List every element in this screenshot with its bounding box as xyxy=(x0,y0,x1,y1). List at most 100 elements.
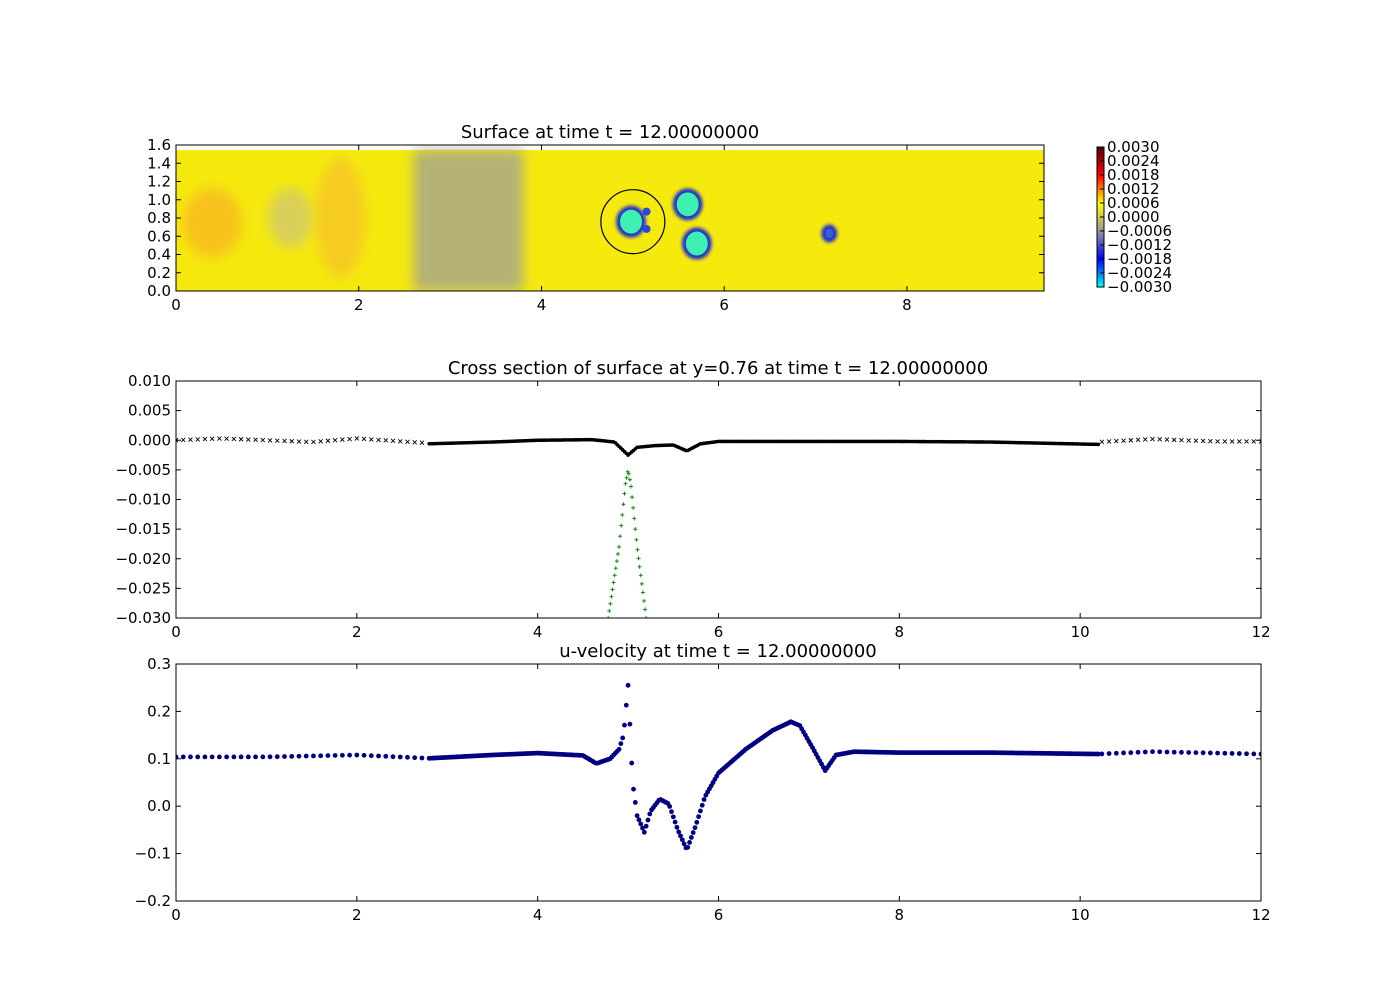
series-0-point xyxy=(636,817,642,823)
colorbar-tick-label: 0.0030 xyxy=(1107,138,1160,156)
x-tick-label: 10 xyxy=(1071,623,1090,641)
surface-feature-orange-band xyxy=(315,158,366,278)
surface-field xyxy=(176,145,1044,291)
series-0-point xyxy=(1200,438,1206,444)
series-2-point xyxy=(635,547,640,552)
series-0-point xyxy=(260,437,266,443)
series-0-point xyxy=(347,436,352,442)
y-tick-label: 1.2 xyxy=(147,173,171,191)
u-velocity-panel: 0 2 4 6 8 10 12 0.3 0.2 0.1 0.0 −0.1 −0.2 u-velocit… xyxy=(135,641,1271,924)
series-0-point xyxy=(412,755,418,761)
y-tick-label: −0.1 xyxy=(135,845,171,863)
series-0-point xyxy=(368,437,374,442)
series-0-point xyxy=(698,808,703,814)
colorbar: 0.00300.00240.00180.00120.00060.0000−0.0… xyxy=(1096,138,1172,296)
series-0-point xyxy=(1128,750,1134,756)
series-2-point xyxy=(611,580,616,585)
colorbar-tick-label: −0.0012 xyxy=(1107,236,1172,254)
y-tick-label: −0.020 xyxy=(115,550,171,568)
series-2-point xyxy=(612,573,617,578)
series-0-point xyxy=(209,436,215,442)
series-0-point xyxy=(274,438,280,443)
series-0-point xyxy=(667,804,673,809)
series-2-point xyxy=(615,552,620,557)
series-0-point xyxy=(1171,749,1177,755)
series-0-point xyxy=(620,735,626,741)
series-0-point xyxy=(180,754,186,760)
series-0-point xyxy=(678,833,683,839)
series-0-point xyxy=(1208,438,1213,444)
series-0-point xyxy=(632,800,638,805)
series-0-point xyxy=(176,437,179,443)
series-0-point xyxy=(267,438,273,443)
colorbar-tick-label: 0.0000 xyxy=(1107,208,1160,226)
series-0-point xyxy=(1222,750,1228,756)
series-0-point xyxy=(224,754,230,760)
series-0-point xyxy=(224,436,229,442)
series-0-point xyxy=(618,741,624,747)
series-0-point xyxy=(217,754,222,760)
series-0-point xyxy=(1179,437,1184,443)
x-tick-label: 6 xyxy=(714,906,724,924)
series-0-point xyxy=(383,753,389,759)
series-0-point xyxy=(1179,749,1184,755)
series-0-point xyxy=(1229,751,1235,756)
x-tick-label: 12 xyxy=(1251,623,1270,641)
series-2-point xyxy=(608,601,613,606)
series-0-point xyxy=(685,844,691,850)
series-0-point xyxy=(638,821,644,827)
y-tick-label: 0.005 xyxy=(128,402,171,420)
series-2-point xyxy=(618,534,623,539)
series-0-point xyxy=(1244,751,1249,757)
y-tick-label: 0.0 xyxy=(147,797,171,815)
series-0-point xyxy=(1095,751,1101,757)
series-0-point xyxy=(180,437,186,443)
series-0-point xyxy=(1128,437,1134,443)
surface-x-ticks: 0 2 4 6 8 xyxy=(171,145,912,314)
series-0-point xyxy=(641,829,647,835)
series-0-point xyxy=(267,754,273,760)
series-0-point xyxy=(354,436,360,441)
y-tick-label: 0.010 xyxy=(128,372,171,390)
series-0-point xyxy=(699,802,705,808)
y-tick-label: 1.4 xyxy=(147,154,171,172)
colorbar-tick-label: 0.0024 xyxy=(1107,152,1160,170)
series-2-point xyxy=(609,594,614,599)
y-tick-label: 0.3 xyxy=(147,655,171,673)
series-2-point xyxy=(621,502,626,507)
surface-heatmap-panel: 0 2 4 6 8 0.00.20.40.60.81.01.21.41.6 Surfac… xyxy=(147,122,1045,314)
series-0-point xyxy=(1106,751,1112,756)
series-0-point xyxy=(339,752,345,758)
series-0-point xyxy=(412,439,418,445)
series-2-point xyxy=(644,616,649,618)
series-0-point xyxy=(687,840,692,845)
series-0-point xyxy=(289,753,295,759)
series-2-point xyxy=(607,608,612,613)
series-0-point xyxy=(195,754,201,760)
series-0-point xyxy=(1193,750,1199,756)
series-2-point xyxy=(626,471,631,476)
series-0-point xyxy=(1215,750,1220,756)
cross-section-x-ticks: 0 2 4 6 8 10 12 xyxy=(171,381,1271,641)
series-0-point xyxy=(679,837,685,843)
series-0-point xyxy=(1099,751,1105,757)
y-tick-label: 0.000 xyxy=(128,431,171,449)
colorbar-tick-label: 0.0006 xyxy=(1107,194,1160,212)
x-tick-label: 2 xyxy=(354,296,364,314)
y-tick-label: 1.0 xyxy=(147,191,171,209)
surface-depression-core xyxy=(620,209,643,234)
series-0-point xyxy=(260,754,266,760)
series-2-point xyxy=(630,495,635,500)
series-0-point xyxy=(188,754,193,760)
series-0-point xyxy=(354,752,360,758)
series-2-point xyxy=(638,573,643,578)
series-0-point xyxy=(643,823,649,829)
series-2-point xyxy=(620,512,625,517)
y-tick-label: 0.2 xyxy=(147,702,171,720)
series-0-point xyxy=(202,754,208,760)
series-0-point xyxy=(1114,438,1119,444)
cross-section-marks xyxy=(176,436,1261,618)
u-velocity-x-ticks: 0 2 4 6 8 10 12 xyxy=(171,664,1271,924)
series-0-point xyxy=(282,438,287,444)
